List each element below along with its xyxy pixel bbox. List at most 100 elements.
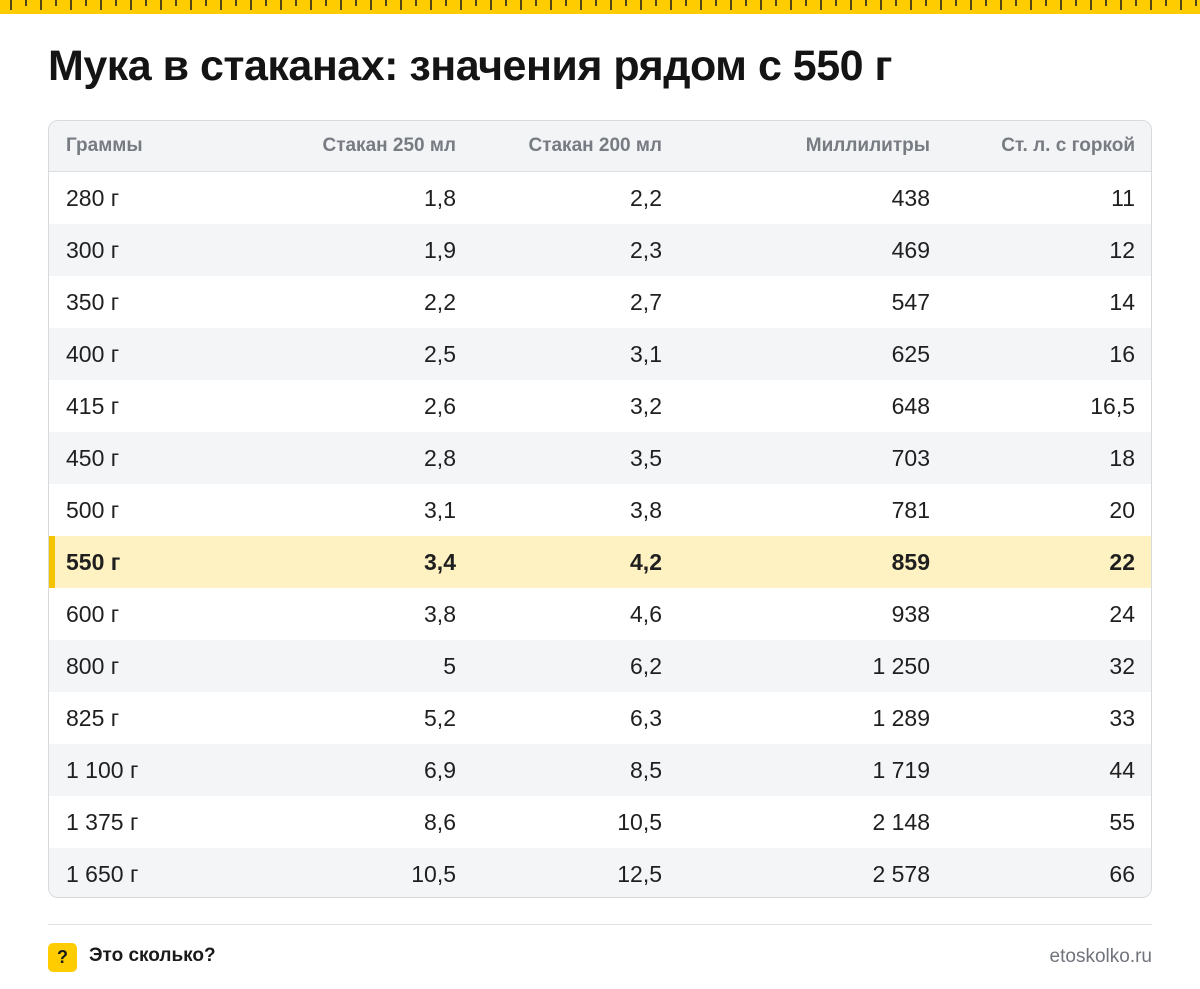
- table-cell: 2,7: [630, 288, 662, 315]
- column-header: Граммы: [49, 121, 233, 172]
- table-cell: 2 578: [662, 848, 930, 897]
- site-link[interactable]: etoskolko.ru: [1049, 946, 1152, 967]
- ruler-strip: [0, 0, 1200, 14]
- table-cell: 66: [930, 848, 1151, 897]
- table-cell: 2 148: [872, 808, 930, 835]
- table-cell: 547: [891, 288, 930, 315]
- table-cell: 800 г: [49, 640, 233, 692]
- table-cell: 8,6: [424, 808, 456, 835]
- table-cell: 1 100 г: [49, 744, 233, 796]
- table-cell: 18: [930, 432, 1151, 484]
- table-cell: 469: [662, 224, 930, 276]
- table-cell: 438: [891, 184, 930, 211]
- table-body: 280 г 1,8 2,2 438 11 300 г 1,9 2,3 469 12 350 г 2,2…: [49, 172, 1151, 897]
- table-cell: 2,3: [456, 224, 662, 276]
- column-header: Ст. л. с горкой: [930, 121, 1151, 172]
- table-cell: 1 250: [662, 640, 930, 692]
- table-row: 600 г 3,8 4,6 938 24: [49, 588, 1151, 640]
- table-cell: 625: [662, 328, 930, 380]
- table-cell: 450 г: [49, 432, 233, 484]
- table-cell: 3,1: [456, 328, 662, 380]
- table-cell: 33: [1109, 704, 1135, 731]
- table-cell: 3,8: [630, 496, 662, 523]
- table-cell: 3,8: [424, 600, 456, 627]
- table-cell: 1,8: [424, 184, 456, 211]
- table-cell: 20: [1109, 496, 1135, 523]
- table-cell: 550 г: [49, 536, 233, 588]
- column-header: Стакан 200 мл: [456, 121, 662, 172]
- table-cell: 2,6: [424, 392, 456, 419]
- table-cell: 1 375 г: [66, 808, 139, 835]
- footer-divider: [48, 924, 1152, 925]
- table-cell: 24: [1109, 600, 1135, 627]
- table-cell: 400 г: [49, 328, 233, 380]
- table-cell: 55: [1109, 808, 1135, 835]
- table-cell: 8,5: [456, 744, 662, 796]
- table-cell: 350 г: [66, 288, 120, 315]
- table-cell: 1 719: [662, 744, 930, 796]
- table-header: Граммы Стакан 250 мл Стакан 200 мл Миллилит…: [49, 121, 1151, 172]
- table-cell: 16,5: [1090, 392, 1135, 419]
- table-cell: 5: [233, 640, 456, 692]
- table-cell: 16: [930, 328, 1151, 380]
- table-cell: 4,6: [630, 600, 662, 627]
- table-cell: 938: [891, 600, 930, 627]
- page-title: Мука в стаканах: значения рядом с 550 г: [48, 42, 892, 90]
- conversion-table: Граммы Стакан 250 мл Стакан 200 мл Миллилит…: [49, 121, 1151, 897]
- table-cell: 3,4: [233, 536, 456, 588]
- table-cell: 648: [891, 392, 930, 419]
- question-icon: ?: [48, 943, 77, 972]
- conversion-table-card: Граммы Стакан 250 мл Стакан 200 мл Миллилит…: [48, 120, 1152, 898]
- table-row: 1 650 г 10,5 12,5 2 578 66: [49, 848, 1151, 897]
- table-cell: 3,1: [424, 496, 456, 523]
- table-cell: 3,2: [630, 392, 662, 419]
- table-cell: 14: [1109, 288, 1135, 315]
- table-cell: 3,5: [456, 432, 662, 484]
- table-row: 550 г 3,4 4,2 859 22: [49, 536, 1151, 588]
- table-cell: 781: [891, 496, 930, 523]
- table-cell: 4,2: [456, 536, 662, 588]
- table-cell: 10,5: [233, 848, 456, 897]
- table-cell: 300 г: [49, 224, 233, 276]
- table-cell: 1 650 г: [49, 848, 233, 897]
- table-cell: 280 г: [66, 184, 120, 211]
- column-header: Стакан 250 мл: [233, 121, 456, 172]
- table-cell: 12: [930, 224, 1151, 276]
- table-row: 280 г 1,8 2,2 438 11: [49, 172, 1151, 225]
- table-cell: 44: [930, 744, 1151, 796]
- table-row: 415 г 2,6 3,2 648 16,5: [49, 380, 1151, 432]
- table-cell: 11: [1111, 184, 1135, 211]
- brand-name: Это сколько?: [89, 945, 216, 966]
- table-cell: 415 г: [66, 392, 120, 419]
- table-cell: 32: [930, 640, 1151, 692]
- table-cell: 2,2: [630, 184, 662, 211]
- table-row: 1 100 г 6,9 8,5 1 719 44: [49, 744, 1151, 796]
- table-row: 500 г 3,1 3,8 781 20: [49, 484, 1151, 536]
- column-header: Миллилитры: [662, 121, 930, 172]
- table-cell: 859: [662, 536, 930, 588]
- table-cell: 12,5: [456, 848, 662, 897]
- table-cell: 600 г: [66, 600, 120, 627]
- table-cell: 5,2: [424, 704, 456, 731]
- table-cell: 2,8: [233, 432, 456, 484]
- table-cell: 10,5: [617, 808, 662, 835]
- header-row: Граммы Стакан 250 мл Стакан 200 мл Миллилит…: [49, 121, 1151, 172]
- table-row: 450 г 2,8 3,5 703 18: [49, 432, 1151, 484]
- table-cell: 22: [930, 536, 1151, 588]
- table-cell: 1 289: [872, 704, 930, 731]
- table-cell: 2,5: [233, 328, 456, 380]
- table-row: 400 г 2,5 3,1 625 16: [49, 328, 1151, 380]
- table-row: 300 г 1,9 2,3 469 12: [49, 224, 1151, 276]
- table-cell: 2,2: [424, 288, 456, 315]
- table-cell: 703: [662, 432, 930, 484]
- table-cell: 825 г: [66, 704, 120, 731]
- table-cell: 6,2: [456, 640, 662, 692]
- table-cell: 500 г: [66, 496, 120, 523]
- table-row: 825 г 5,2 6,3 1 289 33: [49, 692, 1151, 744]
- table-row: 1 375 г 8,6 10,5 2 148 55: [49, 796, 1151, 848]
- table-row: 350 г 2,2 2,7 547 14: [49, 276, 1151, 328]
- table-cell: 6,3: [630, 704, 662, 731]
- table-cell: 6,9: [233, 744, 456, 796]
- table-row: 800 г 5 6,2 1 250 32: [49, 640, 1151, 692]
- table-cell: 1,9: [233, 224, 456, 276]
